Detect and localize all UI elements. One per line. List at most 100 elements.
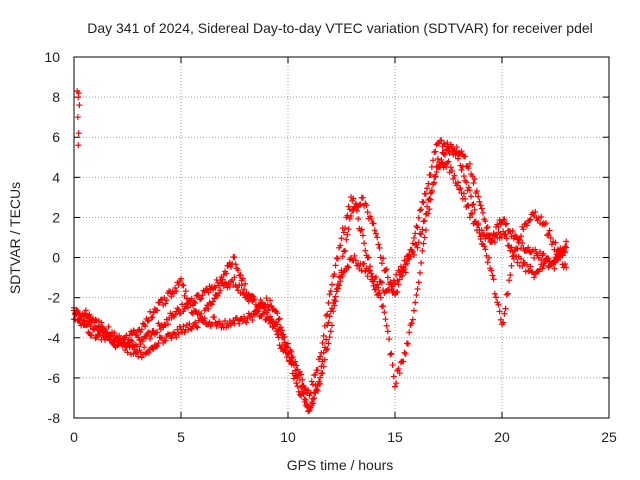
data-point xyxy=(343,236,350,243)
data-point xyxy=(334,255,341,262)
data-point xyxy=(425,210,432,217)
data-point xyxy=(432,173,439,180)
data-point xyxy=(210,298,217,305)
data-point xyxy=(285,340,291,347)
data-point xyxy=(194,324,201,331)
data-point xyxy=(318,349,325,356)
data-point xyxy=(172,284,179,291)
data-point xyxy=(421,234,428,241)
data-point xyxy=(320,332,327,339)
data-point xyxy=(148,332,155,339)
data-point xyxy=(503,220,510,227)
data-point xyxy=(419,247,426,254)
data-point xyxy=(476,198,483,205)
data-point xyxy=(308,399,315,406)
data-point xyxy=(415,214,422,221)
data-point xyxy=(221,279,228,286)
data-point xyxy=(131,328,138,335)
x-tick-label: 25 xyxy=(601,429,617,445)
data-point xyxy=(105,323,112,330)
data-point xyxy=(337,274,344,281)
data-point xyxy=(154,329,161,336)
data-point xyxy=(399,272,406,279)
data-point xyxy=(482,246,489,253)
data-point xyxy=(144,330,151,337)
data-point xyxy=(451,172,458,179)
data-point xyxy=(211,295,218,302)
data-point xyxy=(359,194,366,201)
data-point xyxy=(433,168,440,175)
y-tick-label: -4 xyxy=(48,330,61,346)
data-point xyxy=(377,294,384,301)
data-point xyxy=(180,323,187,330)
data-point xyxy=(337,242,344,249)
data-point xyxy=(518,255,525,262)
data-point xyxy=(386,336,393,343)
data-point xyxy=(338,267,345,274)
data-point xyxy=(465,202,472,209)
data-point xyxy=(308,378,315,385)
data-point xyxy=(336,273,343,280)
data-point xyxy=(546,227,553,234)
data-point xyxy=(193,323,200,330)
data-point xyxy=(237,272,244,279)
data-point xyxy=(440,150,447,157)
data-point xyxy=(298,371,305,378)
data-point xyxy=(519,240,526,247)
data-point xyxy=(326,291,333,298)
data-point xyxy=(183,300,190,307)
data-point xyxy=(411,307,418,314)
data-point xyxy=(168,335,175,342)
data-point xyxy=(496,308,503,315)
data-point xyxy=(402,261,409,268)
data-point xyxy=(378,260,385,267)
data-point xyxy=(330,308,337,315)
data-point xyxy=(458,166,465,173)
data-point xyxy=(296,391,303,398)
data-point xyxy=(192,299,199,306)
data-point xyxy=(185,304,192,311)
data-point xyxy=(484,259,491,266)
data-point xyxy=(460,190,467,197)
data-point xyxy=(502,231,509,238)
data-point xyxy=(142,323,149,330)
data-point xyxy=(466,187,473,194)
data-point xyxy=(369,278,376,285)
data-point xyxy=(327,328,334,335)
data-point xyxy=(352,203,359,210)
data-point xyxy=(518,233,525,240)
data-point xyxy=(396,370,403,377)
data-point xyxy=(503,235,510,242)
data-point xyxy=(132,350,139,357)
data-point xyxy=(421,217,428,224)
data-point xyxy=(254,307,261,314)
data-point xyxy=(344,263,351,270)
data-point xyxy=(306,407,313,414)
data-point xyxy=(267,297,274,304)
data-point xyxy=(392,383,398,390)
data-point xyxy=(501,216,508,223)
data-point xyxy=(479,209,486,216)
data-point xyxy=(400,358,407,365)
data-point xyxy=(563,244,570,251)
data-point xyxy=(249,316,256,323)
data-point xyxy=(514,259,521,266)
data-point xyxy=(163,297,170,304)
data-point xyxy=(508,244,515,251)
data-point xyxy=(382,316,389,323)
data-point xyxy=(353,207,360,214)
data-point xyxy=(408,320,415,327)
data-point xyxy=(508,262,515,269)
data-point xyxy=(154,343,161,350)
data-point xyxy=(235,267,242,274)
data-point xyxy=(307,404,314,411)
data-point xyxy=(321,356,328,363)
data-point xyxy=(481,243,488,250)
data-point xyxy=(362,268,369,275)
data-point xyxy=(309,381,316,388)
data-point xyxy=(144,317,151,324)
data-point xyxy=(92,316,99,323)
data-point xyxy=(375,241,382,248)
data-point xyxy=(493,294,500,301)
data-point xyxy=(412,230,419,237)
